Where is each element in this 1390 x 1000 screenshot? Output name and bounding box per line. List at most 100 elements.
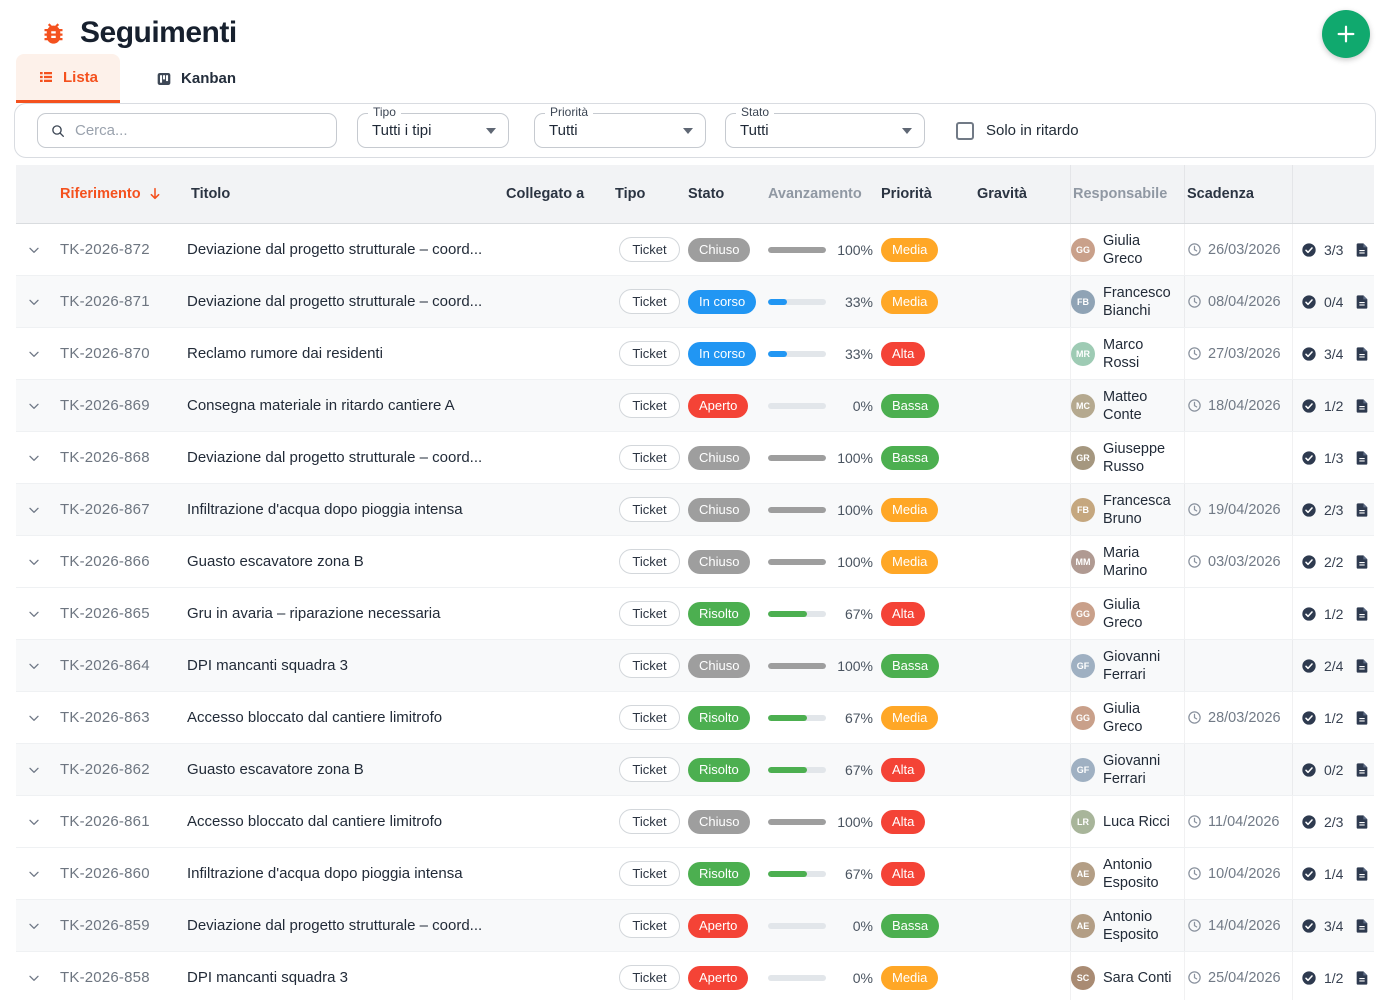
table-body: TK-2026-872 Deviazione dal progetto stru… [16,224,1374,1000]
header-titolo[interactable]: Titolo [191,185,231,202]
responsabile-cell: GG Giulia Greco [1070,224,1184,275]
table-row[interactable]: TK-2026-866 Guasto escavatore zona B Tic… [16,536,1374,588]
checklist-count: 3/4 [1324,917,1344,934]
table-row[interactable]: TK-2026-865 Gru in avaria – riparazione … [16,588,1374,640]
document-icon [1356,658,1368,673]
chevron-down-icon[interactable] [26,762,42,778]
chevron-down-icon[interactable] [26,814,42,830]
ticket-reference: TK-2026-862 [60,761,150,778]
header-gravita[interactable]: Gravità [977,185,1027,202]
responsabile-name: Antonio Esposito [1103,856,1159,891]
chevron-down-icon[interactable] [26,918,42,934]
header-collegato-a[interactable]: Collegato a [506,185,585,202]
status-badge: Chiuso [688,549,751,574]
checklist-cell: 3/4 [1292,900,1352,951]
chevron-down-icon[interactable] [26,554,42,570]
checklist-cell: 0/4 [1292,276,1352,327]
header-priorita[interactable]: Priorità [881,185,932,202]
type-badge: Ticket [619,289,680,314]
progress-bar [768,506,826,513]
avatar: GF [1071,757,1095,782]
priorita-select[interactable]: Priorità Tutti [534,105,706,148]
search-input[interactable] [75,122,324,139]
table-row[interactable]: TK-2026-858 DPI mancanti squadra 3 Ticke… [16,952,1374,1000]
responsabile-cell: MC Matteo Conte [1070,380,1184,431]
status-badge: Aperto [688,965,749,990]
chevron-down-icon[interactable] [26,242,42,258]
dropdown-arrow-icon [486,127,496,134]
ticket-reference: TK-2026-869 [60,397,150,414]
clock-icon [1188,295,1201,308]
header-tipo[interactable]: Tipo [615,185,646,202]
header-avanzamento[interactable]: Avanzamento [768,185,862,202]
progress-percent: 67% [844,709,873,726]
table-row[interactable]: TK-2026-861 Accesso bloccato dal cantier… [16,796,1374,848]
solo-in-ritardo-checkbox[interactable]: Solo in ritardo [956,113,1079,148]
chevron-down-icon[interactable] [26,398,42,414]
header-riferimento[interactable]: Riferimento [56,186,187,203]
table-row[interactable]: TK-2026-871 Deviazione dal progetto stru… [16,276,1374,328]
check-badge-icon [1302,710,1316,725]
table-row[interactable]: TK-2026-859 Deviazione dal progetto stru… [16,900,1374,952]
document-icon [1356,970,1368,985]
ticket-title: Guasto escavatore zona B [187,761,364,778]
tipo-select[interactable]: Tipo Tutti i tipi [357,105,509,148]
documents-cell: 2 [1352,658,1374,674]
scadenza-date: 25/04/2026 [1208,969,1281,986]
avatar: GR [1071,445,1095,470]
chevron-down-icon[interactable] [26,658,42,674]
type-badge: Ticket [619,497,680,522]
status-badge: Risolto [688,861,750,886]
checklist-count: 3/4 [1324,345,1344,362]
chevron-down-icon[interactable] [26,450,42,466]
header-stato[interactable]: Stato [688,185,725,202]
tab-lista-label: Lista [63,68,99,86]
scadenza-cell: 10/04/2026 [1184,848,1292,899]
tab-lista[interactable]: Lista [16,54,121,103]
table-row[interactable]: TK-2026-863 Accesso bloccato dal cantier… [16,692,1374,744]
checklist-cell: 0/2 [1292,744,1352,795]
progress-cell: 33% [766,346,879,362]
stato-select[interactable]: Stato Tutti [725,105,925,148]
document-icon [1356,554,1368,569]
responsabile-name: Giuseppe Russo [1103,440,1166,475]
dropdown-arrow-icon [902,127,912,134]
status-badge: Risolto [688,757,750,782]
chevron-down-icon[interactable] [26,346,42,362]
table-row[interactable]: TK-2026-870 Reclamo rumore dai residenti… [16,328,1374,380]
document-icon [1356,502,1368,517]
status-badge: Aperto [688,913,749,938]
chevron-down-icon[interactable] [26,502,42,518]
scadenza-cell: 25/04/2026 [1184,952,1292,1000]
ticket-title: Deviazione dal progetto strutturale – co… [187,241,483,258]
header-scadenza[interactable]: Scadenza [1184,165,1292,223]
table-row[interactable]: TK-2026-869 Consegna materiale in ritard… [16,380,1374,432]
priorita-select-value: Tutti [549,122,578,139]
ticket-reference: TK-2026-861 [60,813,150,830]
progress-cell: 67% [766,762,879,778]
chevron-down-icon[interactable] [26,710,42,726]
progress-bar [768,662,826,669]
table-row[interactable]: TK-2026-860 Infiltrazione d'acqua dopo p… [16,848,1374,900]
responsabile-name: Giulia Greco [1103,596,1143,631]
ticket-title: Consegna materiale in ritardo cantiere A [187,397,455,414]
progress-cell: 0% [766,398,879,414]
search-box[interactable] [37,113,337,148]
table-row[interactable]: TK-2026-862 Guasto escavatore zona B Tic… [16,744,1374,796]
table-row[interactable]: TK-2026-872 Deviazione dal progetto stru… [16,224,1374,276]
chevron-down-icon[interactable] [26,970,42,986]
checkbox-icon [956,121,974,140]
ticket-title: Deviazione dal progetto strutturale – co… [187,449,483,466]
table-row[interactable]: TK-2026-867 Infiltrazione d'acqua dopo p… [16,484,1374,536]
tab-kanban[interactable]: Kanban [134,54,258,103]
table-row[interactable]: TK-2026-868 Deviazione dal progetto stru… [16,432,1374,484]
checklist-count: 1/3 [1324,449,1344,466]
chevron-down-icon[interactable] [26,606,42,622]
ticket-reference: TK-2026-872 [60,241,150,258]
bug-icon [44,22,63,44]
chevron-down-icon[interactable] [26,866,42,882]
header-responsabile[interactable]: Responsabile [1070,165,1184,223]
add-ticket-button[interactable] [1322,10,1370,58]
chevron-down-icon[interactable] [26,294,42,310]
table-row[interactable]: TK-2026-864 DPI mancanti squadra 3 Ticke… [16,640,1374,692]
